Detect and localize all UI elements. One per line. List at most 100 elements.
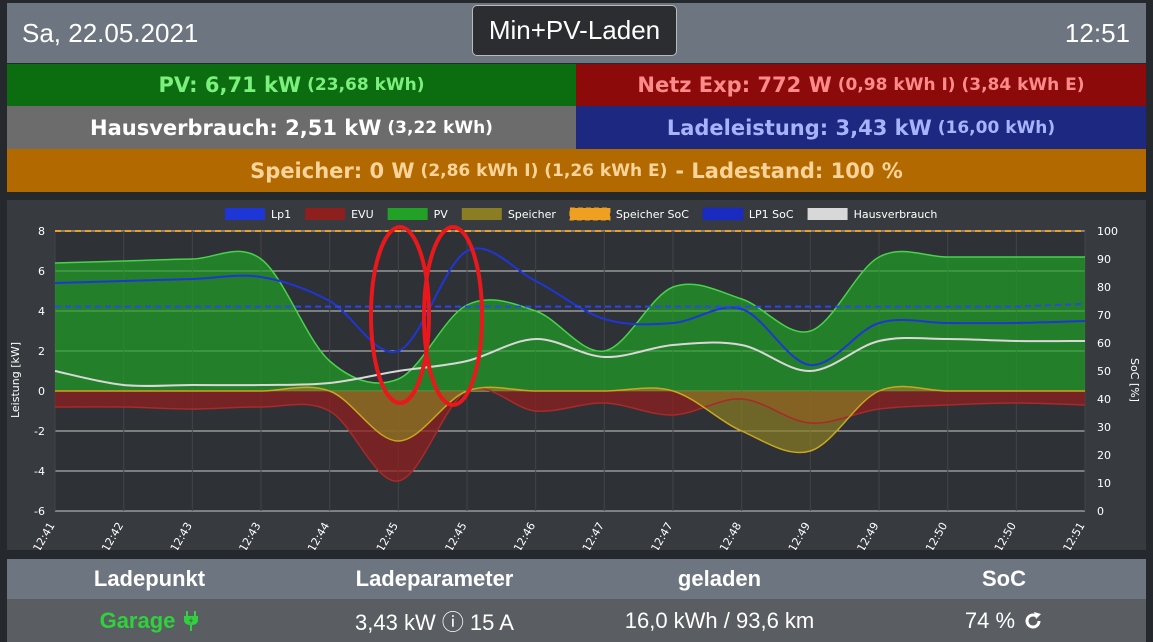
table-header: Ladepunkt Ladeparameter geladen SoC — [7, 559, 1146, 599]
vehicle-soc-value: 74 % — [964, 607, 1016, 633]
y2-tick-label: 60 — [1097, 337, 1111, 350]
charging-value: Ladeleistung: 3,43 kW — [666, 115, 932, 140]
x-tick-label: 12:47 — [648, 520, 675, 550]
y-tick-label: -4 — [34, 465, 45, 478]
header-soc: SoC — [982, 566, 1026, 591]
house-value: Hausverbrauch: 2,51 kW — [90, 115, 382, 140]
series-line-hausverbrauch — [54, 336, 1086, 388]
chart-legend[interactable]: Lp1 EVU PV Speicher Speicher SoC LP1 SoC Hausv… — [225, 207, 938, 221]
series-line-speicher — [55, 385, 1085, 454]
x-tick-label: 12:49 — [786, 520, 813, 550]
x-tick-label: 12:43 — [168, 520, 195, 550]
charging-tile: Ladeleistung: 3,43 kW (16,00 kWh) — [576, 106, 1146, 149]
legend-swatch — [702, 207, 744, 221]
series-line-lp1 — [54, 247, 1086, 367]
time-label: 12:51 — [1064, 18, 1130, 48]
y2-tick-label: 0 — [1097, 505, 1104, 518]
legend-item[interactable]: Speicher SoC — [569, 207, 689, 221]
y2-tick-label: 20 — [1097, 449, 1111, 462]
y-tick-label: 2 — [38, 345, 45, 358]
pv-energy: (23,68 kWh) — [307, 75, 425, 95]
legend-item[interactable]: Hausverbrauch — [807, 208, 938, 221]
grid-energy: (0,98 kWh I) (3,84 kWh E) — [837, 75, 1085, 95]
grid-tile: Netz Exp: 772 W (0,98 kWh I) (3,84 kWh E… — [576, 64, 1146, 106]
x-tick-label: 12:41 — [30, 520, 57, 550]
plug-icon — [184, 610, 199, 631]
legend-item[interactable]: EVU — [305, 208, 374, 221]
legend-label: Hausverbrauch — [854, 208, 938, 221]
series-line-lp1-soc — [55, 302, 1086, 308]
charge-point-table: Ladepunkt Ladeparameter geladen SoC Gara… — [7, 559, 1146, 642]
header-ladepunkt: Ladepunkt — [93, 566, 206, 591]
charge-parameter: 3,43 kW ⓘ 15 A — [355, 609, 514, 635]
table-row[interactable]: Garage 3,43 kW ⓘ 15 A 16,0 kWh / 93,6 km… — [7, 599, 1146, 642]
y2-tick-label: 30 — [1097, 421, 1111, 434]
y2-tick-label: 100 — [1097, 225, 1118, 238]
legend-item[interactable]: Speicher — [461, 208, 557, 221]
header-geladen: geladen — [677, 566, 762, 591]
vehicle-soc: 74 % — [862, 599, 1146, 642]
battery-value: Speicher: 0 W — [250, 158, 415, 183]
legend-label: PV — [434, 208, 449, 221]
house-tile: Hausverbrauch: 2,51 kW (3,22 kWh) — [7, 106, 576, 149]
refresh-icon[interactable] — [1023, 611, 1043, 631]
legend-label: EVU — [351, 208, 374, 221]
annotation-circle — [422, 225, 484, 407]
x-tick-label: 12:43 — [236, 520, 263, 550]
x-tick-label: 12:42 — [99, 520, 126, 550]
legend-swatch — [569, 207, 611, 221]
annotation-circle — [369, 225, 431, 405]
charge-point-name[interactable]: Garage — [7, 599, 292, 642]
y2-axis-label: SoC [%] — [1128, 358, 1141, 402]
charged-amount: 16,0 kWh / 93,6 km — [624, 607, 815, 633]
charge-mode-button[interactable]: Min+PV-Laden — [472, 5, 677, 56]
y2-tick-label: 50 — [1097, 365, 1111, 378]
x-tick-label: 12:46 — [511, 520, 538, 550]
power-chart: 8 6 4 2 0 -2 -4 -6 100 90 80 70 60 50 40 30 20 10 0 12:41 12… — [7, 200, 1146, 550]
pv-value: PV: 6,71 kW — [158, 73, 302, 97]
y2-tick-label: 40 — [1097, 393, 1111, 406]
x-tick-label: 12:45 — [442, 520, 469, 550]
x-tick-label: 12:45 — [374, 520, 401, 550]
pv-tile: PV: 6,71 kW (23,68 kWh) — [7, 64, 576, 106]
y-tick-label: 8 — [38, 225, 45, 238]
y2-tick-label: 90 — [1097, 253, 1111, 266]
legend-label: Lp1 — [271, 208, 291, 221]
charging-energy: (16,00 kWh) — [937, 117, 1056, 138]
legend-swatch — [387, 208, 428, 220]
legend-label: Speicher — [508, 208, 557, 221]
y-tick-label: -2 — [34, 425, 45, 438]
y2-tick-label: 80 — [1097, 281, 1111, 294]
top-bar: Sa, 22.05.2021 Min+PV-Laden 12:51 — [7, 3, 1146, 63]
series-line-pv — [54, 250, 1085, 384]
chart-annotations — [369, 225, 484, 407]
y-tick-label: -6 — [34, 505, 45, 518]
x-tick-label: 12:48 — [717, 520, 744, 550]
charge-point-label: Garage — [99, 607, 176, 633]
legend-swatch — [461, 208, 502, 220]
header-ladeparameter: Ladeparameter — [355, 566, 514, 591]
legend-swatch — [807, 208, 848, 220]
legend-label: LP1 SoC — [749, 208, 794, 221]
x-tick-label: 12:50 — [923, 520, 950, 550]
y-tick-label: 4 — [38, 305, 45, 318]
battery-energy: (2,86 kWh I) (1,26 kWh E) — [420, 160, 668, 181]
y-tick-label: 0 — [38, 385, 45, 398]
y2-tick-label: 70 — [1097, 309, 1111, 322]
legend-swatch — [225, 208, 265, 220]
x-tick-label: 12:51 — [1060, 520, 1087, 550]
legend-item[interactable]: Lp1 — [225, 208, 291, 221]
date-label: Sa, 22.05.2021 — [22, 18, 199, 48]
legend-label: Speicher SoC — [616, 208, 689, 221]
legend-item[interactable]: LP1 SoC — [702, 207, 794, 221]
x-tick-label: 12:44 — [305, 520, 332, 550]
battery-tile: Speicher: 0 W (2,86 kWh I) (1,26 kWh E) … — [7, 149, 1146, 192]
legend-item[interactable]: PV — [387, 208, 449, 221]
battery-soc: - Ladestand: 100 % — [675, 158, 903, 183]
series-area-speicher — [55, 386, 1085, 453]
y-tick-label: 6 — [38, 265, 45, 278]
y-axis-label: Leistung [kW] — [9, 342, 22, 418]
chart-lines — [54, 230, 1086, 482]
x-tick-label: 12:50 — [992, 520, 1019, 550]
grid-value: Netz Exp: 772 W — [637, 73, 832, 97]
